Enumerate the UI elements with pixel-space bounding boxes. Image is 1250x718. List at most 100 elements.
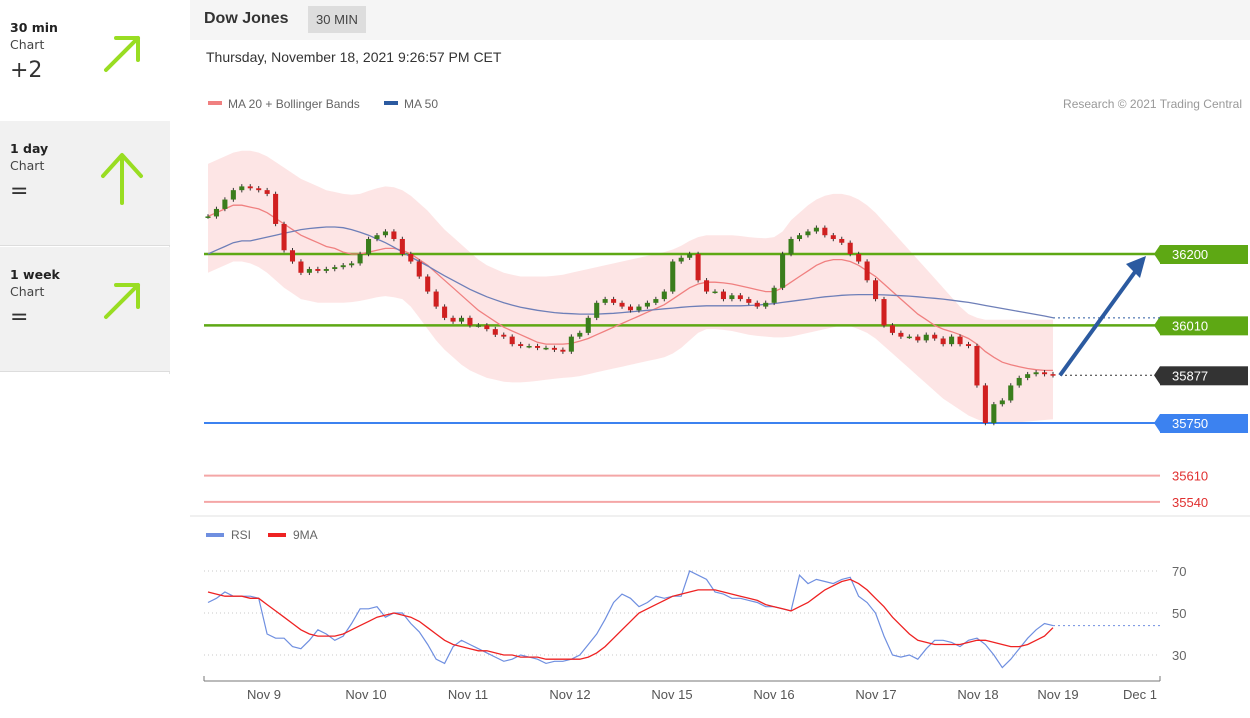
candle [518, 344, 524, 347]
candle [433, 291, 439, 307]
candle [940, 338, 946, 345]
candle [408, 254, 414, 262]
chart-header: Dow Jones 30 MIN [190, 0, 1250, 40]
candle [366, 238, 372, 254]
legend-swatch [268, 533, 286, 537]
candle [915, 336, 921, 341]
candle [535, 346, 541, 348]
candle [551, 347, 557, 350]
timeframe-sub: Chart [10, 158, 45, 173]
candle [289, 250, 296, 262]
chart-area: 36200 36010 35877 35750 35610 35540 MA 20 + Bo… [190, 80, 1250, 713]
candle [264, 190, 270, 194]
candle [932, 334, 938, 339]
candle [796, 235, 803, 239]
arrow-up-right-icon [104, 283, 140, 319]
rsi-ma9-line [207, 578, 1054, 660]
candle [425, 276, 431, 292]
candle [644, 302, 650, 307]
rsi-tick-label: 70 [1172, 564, 1186, 579]
timeframe-1day[interactable]: 1 day Chart = [0, 121, 170, 246]
candle [492, 329, 498, 335]
candle [357, 254, 363, 264]
candle [729, 295, 735, 300]
candle [585, 317, 591, 333]
candle [399, 238, 405, 254]
candle [906, 336, 912, 339]
candle [526, 346, 532, 348]
candle [889, 325, 895, 333]
x-tick-label: Dec 1 [1123, 687, 1157, 702]
legend-swatch [208, 101, 222, 105]
candle [501, 334, 507, 337]
candle [239, 186, 245, 191]
candle [1025, 374, 1031, 378]
timeframe-label: 30 min [10, 20, 58, 35]
candle [273, 193, 279, 224]
level-tag [1160, 316, 1248, 336]
timeframe-30min[interactable]: 30 min Chart +2 [0, 0, 170, 125]
chart-credit: Research © 2021 Trading Central [1063, 97, 1242, 111]
rsi-tick-label: 50 [1172, 606, 1186, 621]
candle [957, 336, 963, 345]
arrow-up-right-icon [104, 36, 140, 72]
candle [822, 227, 828, 236]
candle [627, 306, 634, 311]
candle [611, 299, 617, 303]
candle [619, 302, 625, 307]
candle [560, 349, 566, 352]
level-label: 36010 [1172, 318, 1208, 333]
level-label: 35540 [1172, 495, 1208, 510]
x-tick-label: Nov 19 [1037, 687, 1078, 702]
candle [1050, 374, 1056, 376]
candle [391, 231, 397, 239]
candle [568, 336, 574, 352]
legend-label: 9MA [293, 528, 318, 542]
candle [340, 265, 346, 268]
x-tick-label: Nov 10 [345, 687, 386, 702]
forecast-arrow-head [1126, 256, 1146, 278]
candle [636, 306, 642, 311]
candle [442, 306, 448, 318]
candle [332, 267, 338, 270]
level-tag-pointer [1154, 414, 1160, 432]
timeframe-sub: Chart [10, 284, 45, 299]
candle [670, 261, 676, 292]
timeframe-score: +2 [10, 58, 43, 83]
candle [737, 295, 743, 300]
candle [323, 269, 329, 271]
candle [1016, 377, 1022, 386]
rsi-tick-label: 30 [1172, 648, 1186, 663]
legend-swatch [206, 533, 224, 537]
candle [864, 261, 870, 281]
forecast-arrow [1058, 263, 1142, 377]
x-tick-label: Nov 18 [957, 687, 998, 702]
candle [1033, 372, 1039, 375]
arrow-up-icon [101, 153, 143, 205]
candle [416, 261, 422, 277]
timeframe-1week[interactable]: 1 week Chart = [0, 247, 170, 372]
x-tick-label: Nov 17 [855, 687, 896, 702]
candle [467, 317, 473, 326]
candle [661, 291, 667, 300]
candle [720, 291, 726, 300]
candle [898, 332, 904, 337]
candle [222, 199, 228, 209]
candle [763, 302, 769, 307]
candle [830, 235, 836, 239]
rsi-line [207, 570, 1054, 669]
timeframe-label: 1 day [10, 141, 49, 156]
candle [1008, 385, 1014, 401]
candle [754, 302, 760, 307]
candle [315, 269, 321, 271]
candle [805, 231, 811, 236]
candle [577, 332, 583, 337]
candle [602, 299, 608, 303]
candle [839, 238, 845, 243]
candle [687, 254, 693, 258]
legend-label: RSI [231, 528, 251, 542]
candle [230, 190, 236, 200]
x-tick-label: Nov 16 [753, 687, 794, 702]
legend-label: MA 20 + Bollinger Bands [228, 97, 360, 111]
x-tick-label: Nov 12 [549, 687, 590, 702]
